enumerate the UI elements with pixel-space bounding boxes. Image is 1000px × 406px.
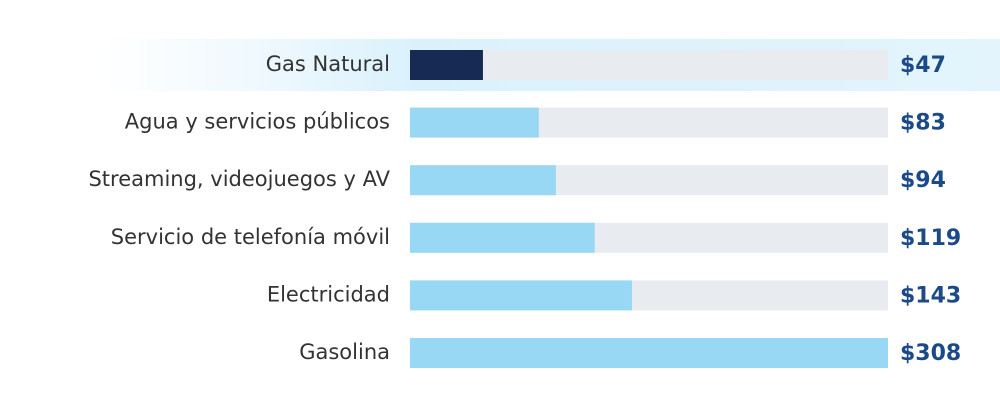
- value-label: $94: [900, 168, 946, 193]
- category-label: Gasolina: [299, 340, 390, 364]
- category-label: Agua y servicios públicos: [125, 110, 390, 134]
- value-label: $83: [900, 111, 946, 136]
- bar-track: [410, 50, 888, 80]
- bar: [410, 165, 556, 196]
- bar: [410, 50, 483, 80]
- value-label: $119: [900, 226, 961, 251]
- value-label: $143: [900, 283, 961, 308]
- bar: [410, 338, 888, 368]
- bar: [410, 107, 539, 138]
- value-label: $308: [900, 341, 961, 366]
- value-label: $47: [900, 53, 946, 78]
- bar: [410, 280, 632, 311]
- bar: [410, 222, 595, 253]
- category-label: Electricidad: [267, 282, 390, 306]
- category-label: Streaming, videojuegos y AV: [88, 167, 390, 191]
- category-label: Gas Natural: [266, 52, 390, 76]
- category-label: Servicio de telefonía móvil: [111, 225, 390, 249]
